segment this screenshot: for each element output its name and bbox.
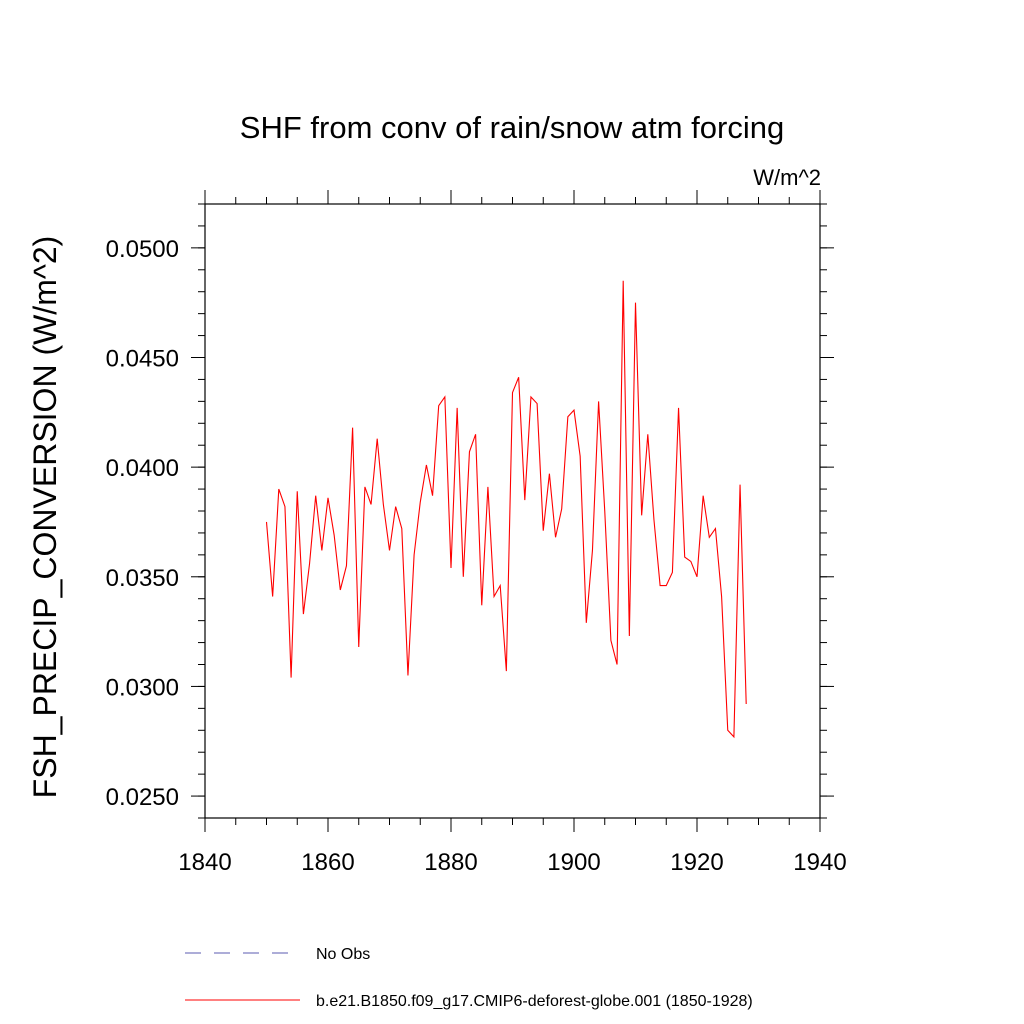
series-layer	[265, 280, 747, 739]
x-tick-label: 1880	[424, 849, 477, 876]
x-tick-label: 1840	[178, 849, 231, 876]
y-tick-label: 0.0500	[106, 236, 179, 263]
axis-ticks	[191, 190, 834, 832]
units-label: W/m^2	[753, 165, 821, 190]
y-axis-label: FSH_PRECIP_CONVERSION (W/m^2)	[27, 236, 63, 799]
y-tick-label: 0.0300	[106, 674, 179, 701]
legend-label-no-obs: No Obs	[316, 946, 370, 963]
x-tick-label: 1860	[301, 849, 354, 876]
x-tick-label: 1900	[547, 849, 600, 876]
x-tick-label: 1940	[793, 849, 846, 876]
y-tick-label: 0.0450	[106, 346, 179, 373]
chart-title: SHF from conv of rain/snow atm forcing	[240, 110, 784, 145]
series-line-1	[265, 280, 747, 739]
y-tick-label: 0.0250	[106, 784, 179, 811]
x-tick-label: 1920	[670, 849, 723, 876]
legend: No Obs b.e21.B1850.f09_g17.CMIP6-defores…	[185, 946, 753, 1010]
axis-tick-labels: 1840 1860 1880 1900 1920 1940 0.0250 0.0300 0.03…	[106, 236, 847, 876]
y-tick-label: 0.0400	[106, 455, 179, 482]
y-tick-label: 0.0350	[106, 565, 179, 592]
legend-label-model-run: b.e21.B1850.f09_g17.CMIP6-deforest-globe…	[316, 993, 753, 1010]
